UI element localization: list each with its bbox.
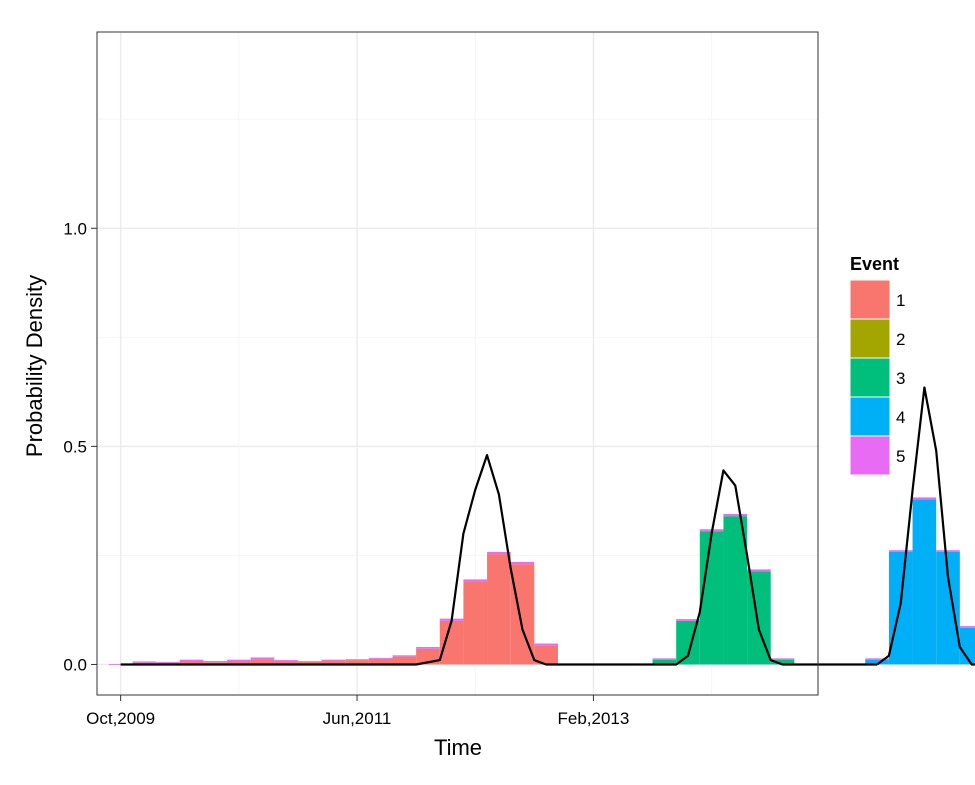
legend-swatch-3 bbox=[849, 357, 891, 398]
histogram-bar-1 bbox=[321, 660, 346, 665]
histogram-bar-5 bbox=[487, 551, 511, 555]
histogram-bar-5 bbox=[203, 660, 228, 663]
panel-border bbox=[96, 31, 819, 696]
histogram-bar-5 bbox=[156, 661, 180, 663]
histogram-bar-5 bbox=[534, 643, 558, 646]
histogram-bar-5 bbox=[912, 497, 937, 500]
histogram-bar-5 bbox=[297, 660, 322, 662]
histogram-bar-5 bbox=[392, 655, 417, 657]
histogram-bar-1 bbox=[250, 659, 275, 665]
histogram-bar-1 bbox=[297, 661, 322, 665]
x-axis-title: Time bbox=[434, 735, 482, 760]
y-axis-ticks: 0.0 0.5 1.0 bbox=[63, 219, 97, 674]
histogram-bar-1 bbox=[487, 554, 511, 665]
histogram-bar-3 bbox=[652, 659, 677, 665]
histogram-bar-1 bbox=[227, 660, 251, 665]
histogram-bar-5 bbox=[179, 659, 204, 661]
legend-label-4: 4 bbox=[896, 408, 905, 427]
histogram-bar-5 bbox=[676, 619, 700, 621]
histogram-bar-5 bbox=[274, 660, 298, 661]
histogram-bar-5 bbox=[865, 658, 889, 660]
histogram-bar-5 bbox=[747, 569, 771, 572]
histogram-bar-1 bbox=[345, 660, 369, 665]
histogram-bar-3 bbox=[770, 659, 795, 665]
histogram-bar-3 bbox=[699, 531, 724, 665]
legend-label-2: 2 bbox=[896, 330, 905, 349]
panel-frame bbox=[96, 31, 819, 696]
histogram-bars bbox=[108, 497, 975, 665]
y-tick-label: 1.0 bbox=[63, 219, 87, 238]
histogram-bar-5 bbox=[416, 647, 440, 649]
histogram-bar-5 bbox=[510, 561, 535, 565]
y-tick-label: 0.5 bbox=[63, 437, 87, 456]
histogram-bar-4 bbox=[959, 627, 975, 665]
density-curve-2 bbox=[652, 469, 878, 666]
density-curve-1 bbox=[120, 454, 653, 666]
histogram-bar-5 bbox=[250, 657, 275, 660]
histogram-bar-5 bbox=[652, 658, 677, 660]
histogram-bar-1 bbox=[463, 581, 488, 665]
histogram-bar-5 bbox=[368, 657, 393, 659]
density-curve-3 bbox=[876, 386, 975, 666]
histogram-bar-1 bbox=[368, 658, 393, 665]
histogram-bar-1 bbox=[510, 564, 535, 665]
x-tick-label: Jun,2011 bbox=[323, 709, 392, 728]
histogram-bar-1 bbox=[534, 645, 558, 665]
histogram-bar-5 bbox=[345, 659, 369, 661]
legend-label-1: 1 bbox=[896, 291, 905, 310]
x-axis-ticks: Oct,2009 Jun,2011 Feb,2013 bbox=[86, 695, 629, 728]
histogram-bar-3 bbox=[723, 516, 748, 665]
histogram-bar-5 bbox=[227, 659, 251, 661]
histogram-bar-1 bbox=[274, 660, 298, 665]
histogram-bar-1 bbox=[392, 656, 417, 665]
legend-label-3: 3 bbox=[896, 369, 905, 388]
histogram-bar-5 bbox=[959, 626, 975, 628]
density-curves bbox=[120, 386, 975, 666]
legend-swatch-5 bbox=[849, 435, 891, 476]
histogram-bar-5 bbox=[132, 661, 157, 663]
histogram-bar-1 bbox=[439, 620, 464, 665]
histogram-bar-1 bbox=[203, 662, 228, 665]
x-tick-label: Oct,2009 bbox=[86, 709, 155, 728]
histogram-bar-4 bbox=[865, 659, 889, 665]
histogram-bar-5 bbox=[723, 513, 748, 517]
x-tick-label: Feb,2013 bbox=[558, 709, 630, 728]
histogram-bar-4 bbox=[936, 551, 960, 665]
legend-swatch-1 bbox=[849, 279, 891, 320]
histogram-bar-1 bbox=[179, 660, 204, 665]
histogram-bar-5 bbox=[463, 579, 488, 582]
legend-swatch-4 bbox=[849, 396, 891, 437]
y-tick-label: 0.0 bbox=[63, 655, 87, 674]
legend-title: Event bbox=[850, 254, 899, 274]
histogram-bar-5 bbox=[321, 659, 346, 661]
legend-label-5: 5 bbox=[896, 447, 905, 466]
histogram-bar-5 bbox=[888, 550, 913, 552]
legend-swatch-2 bbox=[849, 318, 891, 359]
histogram-bar-5 bbox=[770, 658, 795, 660]
histogram-bar-5 bbox=[936, 550, 960, 552]
histogram-bar-4 bbox=[912, 499, 937, 665]
y-axis-title: Probability Density bbox=[22, 275, 47, 457]
legend: Event 1 2 3 4 5 bbox=[849, 254, 905, 476]
